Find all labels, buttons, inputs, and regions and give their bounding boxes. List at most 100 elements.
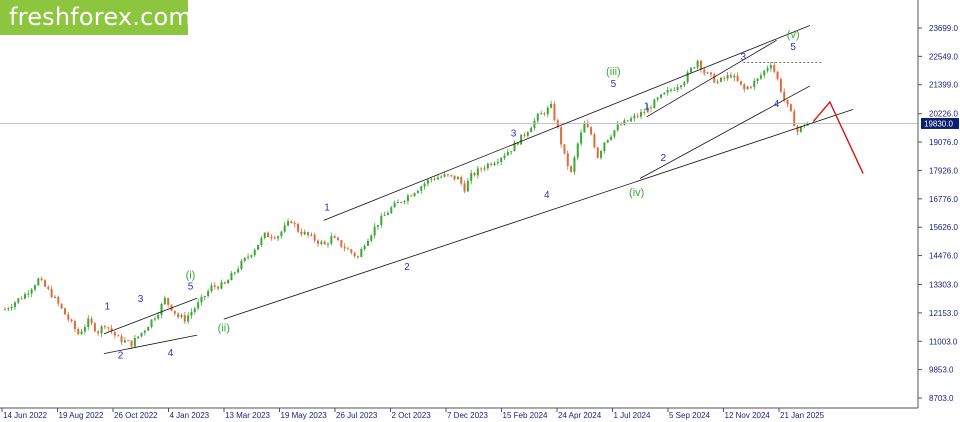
- candle-bull: [663, 92, 666, 95]
- candle-bear: [723, 77, 726, 79]
- x-tick-label: 14 Jun 2022: [3, 411, 48, 420]
- candle-bull: [396, 201, 399, 203]
- candle-bull: [769, 65, 772, 69]
- current-price-tag: 19830.0: [921, 117, 959, 129]
- candle-bear: [346, 248, 349, 250]
- candle-bull: [623, 120, 626, 125]
- candle-bear: [333, 236, 336, 238]
- candle-bull: [416, 190, 419, 194]
- candle-bull: [230, 272, 233, 281]
- candle-bear: [57, 296, 60, 304]
- wave-label-green: (iii): [606, 66, 621, 78]
- candle-bull: [766, 68, 769, 71]
- candle-bull: [603, 142, 606, 152]
- candle-bull: [370, 235, 373, 241]
- y-tick-label: 20226.0: [929, 110, 958, 119]
- wave-label-blue: 4: [544, 190, 550, 201]
- candle-bull: [550, 103, 553, 108]
- trendline: [103, 334, 198, 355]
- candle-bear: [563, 144, 566, 154]
- candle-bear: [779, 79, 782, 92]
- candle-bull: [137, 336, 140, 338]
- candle-bull: [656, 97, 659, 100]
- candle-bull: [493, 163, 496, 166]
- y-tick-label: 17926.0: [929, 166, 958, 175]
- candle-bull: [536, 113, 539, 121]
- candle-bull: [227, 280, 230, 284]
- candle-bull: [243, 257, 246, 261]
- candle-bull: [630, 118, 633, 122]
- candle-bear: [173, 310, 176, 314]
- candle-bear: [699, 60, 702, 70]
- x-tick-label: 21 Jan 2025: [780, 411, 825, 420]
- candle-bull: [466, 180, 469, 192]
- candle-bear: [113, 331, 116, 336]
- trendline: [646, 39, 777, 118]
- x-tick-label: 24 Apr 2024: [558, 411, 602, 420]
- candle-bull: [443, 174, 446, 177]
- x-tick-label: 7 Dec 2023: [447, 411, 488, 420]
- y-axis-ticks: 23699.0 22549.0 21399.0 20226.0 19076.0 17926…: [918, 24, 958, 403]
- candle-bear: [473, 173, 476, 176]
- candle-bull: [200, 296, 203, 303]
- brand-logo[interactable]: freshforex.com: [0, 0, 192, 35]
- wave-label-blue: 4: [774, 99, 780, 110]
- candle-bear: [313, 234, 316, 241]
- x-axis-ticks: 14 Jun 2022 19 Aug 2022 26 Oct 2022 4 Jan 2…: [1, 408, 825, 420]
- candle-bear: [553, 103, 556, 121]
- candle-bear: [433, 178, 436, 180]
- candle-bear: [703, 69, 706, 74]
- candle-bull: [83, 327, 86, 332]
- candle-bull: [277, 236, 280, 239]
- candle-bull: [526, 132, 529, 136]
- candle-bear: [460, 177, 463, 184]
- candle-bull: [576, 143, 579, 158]
- forecast-path: [812, 100, 864, 174]
- candle-bear: [167, 297, 170, 305]
- candle-bull: [360, 249, 363, 257]
- wave-label-green: (iv): [629, 187, 644, 199]
- candle-bull: [303, 232, 306, 235]
- current-price-label: 19830.0: [924, 119, 953, 128]
- y-tick-label: 15626.0: [929, 223, 958, 232]
- candle-bull: [390, 207, 393, 214]
- candle-bull: [426, 179, 429, 184]
- candle-bear: [793, 111, 796, 127]
- candle-bear: [70, 319, 73, 322]
- wave-label-blue: 2: [118, 351, 124, 362]
- candle-bull: [673, 89, 676, 91]
- candle-bear: [480, 168, 483, 170]
- wave-label-blue: 2: [404, 262, 410, 273]
- candle-bull: [503, 155, 506, 158]
- candle-bear: [67, 314, 70, 320]
- x-tick-label: 13 Mar 2023: [225, 411, 270, 420]
- y-tick-label: 8703.0: [929, 394, 954, 403]
- candle-bull: [193, 308, 196, 312]
- y-tick-label: 11003.0: [929, 337, 958, 346]
- y-tick-label: 12153.0: [929, 309, 958, 318]
- candle-bear: [400, 201, 403, 203]
- candle-bear: [63, 308, 66, 315]
- candle-bull: [220, 282, 223, 289]
- candle-bear: [317, 240, 320, 244]
- trendlines-layer: [0, 25, 918, 355]
- candle-bull: [683, 82, 686, 86]
- candle-bull: [759, 75, 762, 79]
- candle-bear: [643, 112, 646, 114]
- x-tick-label: 26 Oct 2022: [114, 411, 158, 420]
- candle-bull: [100, 326, 103, 334]
- candle-bear: [773, 65, 776, 72]
- candle-bull: [679, 85, 682, 88]
- candle-bear: [739, 81, 742, 85]
- candle-bull: [7, 308, 10, 310]
- candle-bull: [33, 285, 36, 290]
- y-tick-label: 16776.0: [929, 195, 958, 204]
- candle-bull: [287, 221, 290, 226]
- x-tick-label: 15 Feb 2024: [503, 411, 548, 420]
- candle-bull: [506, 152, 509, 156]
- candle-bull: [13, 302, 16, 308]
- candle-bull: [80, 331, 83, 335]
- candle-bull: [430, 178, 433, 180]
- candle-bull: [157, 314, 160, 319]
